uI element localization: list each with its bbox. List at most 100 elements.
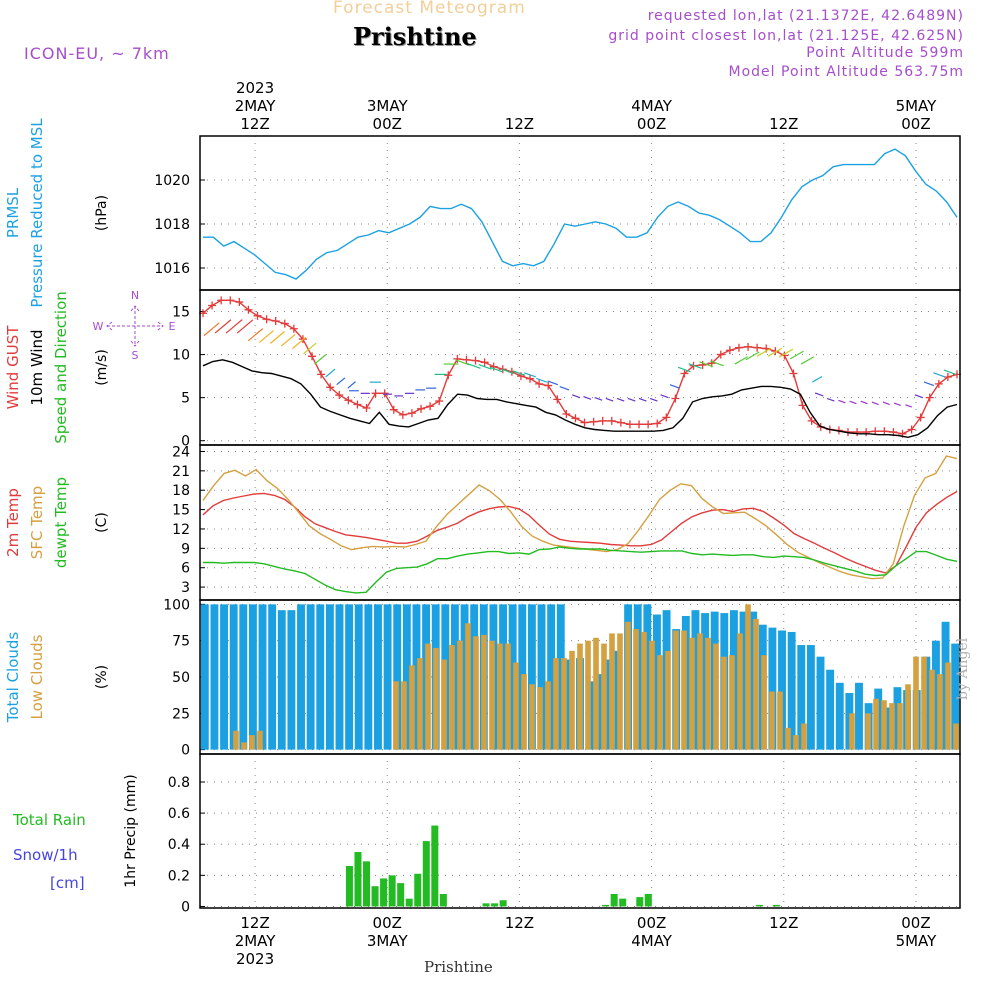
total-clouds-bar	[200, 604, 209, 750]
low-clouds-bar	[873, 698, 879, 750]
low-clouds-bar	[761, 655, 767, 750]
total-clouds-bar	[402, 604, 411, 750]
low-clouds-bar	[649, 640, 655, 750]
total-clouds-bar	[835, 682, 844, 750]
wind-gust-line	[202, 299, 958, 435]
panel-frame	[199, 753, 961, 909]
total-clouds-bar	[287, 610, 296, 750]
gust-marker	[880, 427, 889, 436]
bottom-time-label: 3MAY	[367, 932, 409, 950]
10m-wind-line	[202, 359, 958, 439]
total-clouds-bar	[691, 610, 700, 750]
total-rain-bar	[388, 875, 396, 907]
low-clouds-bar	[617, 633, 623, 750]
total-clouds-bar	[556, 604, 565, 750]
total-clouds-bar	[239, 604, 248, 750]
side-label: Total Clouds	[4, 632, 22, 724]
low-clouds-bar	[753, 618, 759, 750]
compass-south: S	[132, 349, 139, 362]
y-tick-label: 24	[172, 444, 190, 460]
low-clouds-bar	[673, 630, 679, 750]
gust-marker	[444, 371, 453, 380]
panel-3: 0 25 50 75 100 Total Clouds Low Clouds (%)	[4, 597, 961, 759]
gust-marker	[589, 417, 598, 426]
gust-marker	[625, 420, 634, 429]
total-rain-bar	[371, 886, 379, 907]
total-clouds-bar	[883, 707, 892, 750]
total-clouds-bar	[220, 604, 228, 750]
total-clouds-bar	[258, 604, 267, 750]
wind-direction-arrow	[478, 363, 492, 370]
bottom-time-label: 4MAY	[631, 932, 673, 950]
low-clouds-bar	[249, 735, 255, 750]
y-tick-label: 0	[181, 899, 190, 915]
low-clouds-bar	[569, 650, 575, 750]
gust-marker	[562, 410, 571, 418]
side-label: SFC Temp	[28, 486, 46, 559]
gust-marker	[353, 400, 362, 409]
total-clouds-bar	[268, 604, 277, 750]
total-rain-bar	[602, 904, 610, 907]
wind-direction-arrow	[455, 359, 470, 366]
y-tick-label: 0.8	[168, 775, 190, 791]
gust-marker	[371, 389, 380, 398]
y-tick-label: 3	[181, 580, 190, 596]
wind-direction-arrow	[893, 402, 901, 406]
total-clouds-bar	[951, 643, 960, 750]
low-clouds-bar	[657, 655, 663, 750]
gust-marker	[653, 419, 662, 428]
total-clouds-bar	[826, 669, 835, 750]
y-axis-label: (%)	[94, 665, 110, 689]
precip-legend-label: [cm]	[50, 874, 85, 892]
gust-marker	[580, 418, 589, 427]
y-tick-label: 75	[172, 634, 190, 650]
bottom-time-label: 00Z	[373, 914, 402, 932]
total-rain-bar	[491, 903, 499, 907]
total-clouds-bar	[354, 604, 363, 750]
precip-legend-label: Snow/1h	[13, 846, 78, 864]
y-axis-label: (m/s)	[94, 349, 110, 386]
gust-marker	[544, 381, 553, 390]
gust-marker	[553, 395, 562, 404]
total-clouds-bar	[778, 630, 786, 750]
gust-marker	[598, 416, 607, 425]
bottom-time-label: 12Z	[240, 914, 269, 932]
gust-marker	[344, 396, 353, 405]
wind-direction-arrow	[871, 401, 879, 406]
bottom-time-label: 12Z	[505, 914, 534, 932]
sfc-temp-line	[202, 455, 958, 580]
y-axis-label: 1hr Precip (mm)	[123, 774, 139, 887]
y-tick-label: 5	[181, 391, 190, 407]
gust-marker	[326, 383, 335, 392]
wind-direction-arrow	[325, 368, 336, 378]
low-clouds-bar	[257, 730, 263, 750]
gust-marker	[380, 389, 389, 398]
wind-direction-arrow	[594, 396, 603, 401]
grid-point-coordinates: grid point closest lon,lat (21.125E, 42.…	[608, 28, 964, 44]
gust-marker	[480, 358, 489, 367]
total-rain-bar	[610, 894, 618, 907]
gust-marker	[907, 425, 916, 434]
gust-marker	[671, 394, 680, 403]
side-label: dewpt Temp	[52, 477, 70, 568]
low-clouds-bar	[561, 658, 567, 750]
total-rain-bar	[363, 861, 371, 907]
wind-direction-arrow	[699, 361, 713, 368]
low-clouds-bar	[905, 684, 911, 750]
low-clouds-bar	[929, 669, 935, 750]
wind-direction-arrow	[247, 328, 264, 342]
gust-marker	[635, 420, 644, 429]
total-clouds-bar	[787, 631, 796, 750]
low-clouds-bar	[785, 727, 791, 750]
total-clouds-bar	[383, 604, 392, 750]
total-rain-bar	[405, 898, 413, 907]
low-clouds-bar	[865, 713, 871, 750]
total-clouds-bar	[229, 604, 238, 750]
top-time-label: 2023	[236, 79, 274, 97]
gust-marker	[616, 418, 625, 427]
total-rain-bar	[397, 883, 405, 907]
total-clouds-bar	[499, 604, 507, 750]
wind-direction-arrow	[281, 333, 296, 347]
gust-marker	[435, 397, 444, 406]
gust-marker	[417, 404, 426, 413]
